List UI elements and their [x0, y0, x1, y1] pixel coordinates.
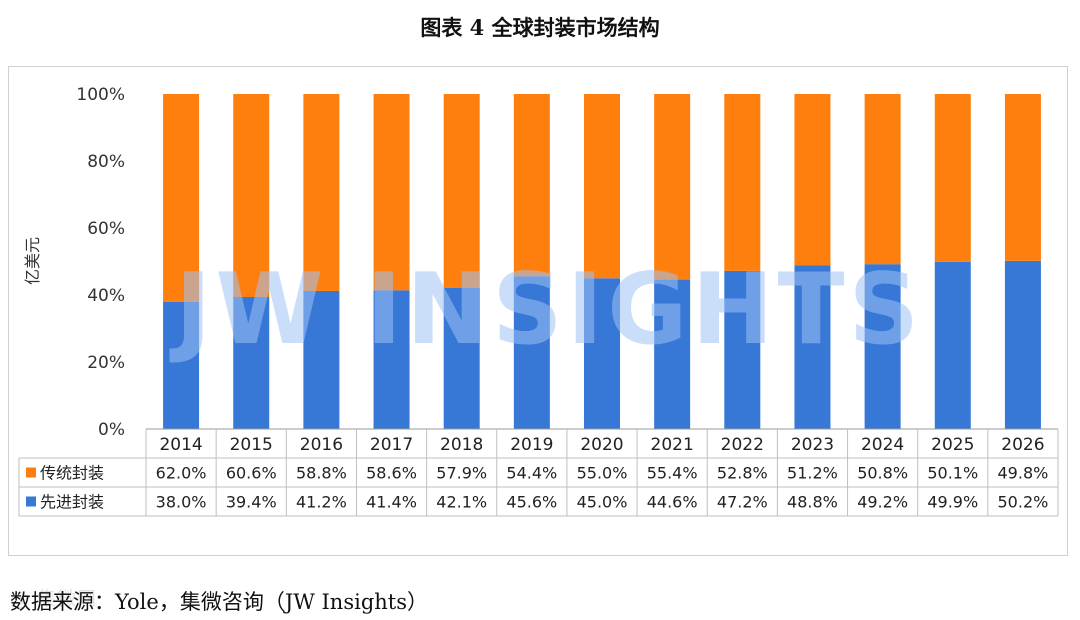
- legend-swatch: [26, 467, 36, 478]
- data-label: 60.6%: [226, 464, 277, 483]
- x-tick-label: 2018: [440, 435, 483, 455]
- bar-advanced-packaging: [934, 261, 971, 429]
- bar-advanced-packaging: [373, 290, 410, 429]
- bar-traditional-packaging: [724, 94, 761, 271]
- x-tick-label: 2017: [370, 435, 413, 455]
- data-label: 41.2%: [296, 493, 347, 512]
- bar-traditional-packaging: [864, 94, 901, 265]
- x-tick-label: 2021: [651, 435, 694, 455]
- data-label: 51.2%: [787, 464, 838, 483]
- bar-advanced-packaging: [584, 278, 620, 429]
- bar-advanced-packaging: [864, 264, 901, 429]
- bar-advanced-packaging: [724, 270, 761, 429]
- bar-traditional-packaging: [303, 94, 340, 291]
- y-axis-title: 亿美元: [23, 237, 42, 285]
- data-label: 50.8%: [857, 464, 908, 483]
- x-tick-label: 2015: [230, 435, 273, 455]
- bar-advanced-packaging: [303, 290, 340, 429]
- bar-traditional-packaging: [233, 94, 270, 298]
- data-label: 58.8%: [296, 464, 347, 483]
- bar-traditional-packaging: [443, 94, 480, 288]
- bar-traditional-packaging: [794, 94, 831, 266]
- bar-traditional-packaging: [513, 94, 550, 277]
- data-label: 50.1%: [927, 464, 978, 483]
- x-tick-label: 2014: [159, 435, 202, 455]
- bar-traditional-packaging: [654, 94, 691, 280]
- x-tick-label: 2022: [721, 435, 764, 455]
- y-tick-label: 80%: [87, 152, 125, 172]
- x-tick-label: 2020: [580, 435, 623, 455]
- data-label: 49.2%: [857, 493, 908, 512]
- x-tick-label: 2023: [791, 435, 834, 455]
- y-tick-label: 40%: [87, 286, 125, 306]
- data-label: 62.0%: [156, 464, 207, 483]
- x-tick-label: 2019: [510, 435, 553, 455]
- data-label: 42.1%: [436, 493, 487, 512]
- data-label: 45.6%: [506, 493, 557, 512]
- bar-traditional-packaging: [373, 94, 410, 291]
- legend-label: 先进封装: [40, 493, 104, 512]
- legend-swatch: [26, 496, 36, 507]
- data-label: 39.4%: [226, 493, 277, 512]
- data-label: 38.0%: [156, 493, 207, 512]
- y-tick-label: 0%: [98, 420, 125, 440]
- watermark-text: JW INSIGHTS: [169, 253, 923, 367]
- data-label: 44.6%: [647, 493, 698, 512]
- bar-advanced-packaging: [443, 287, 480, 429]
- bar-advanced-packaging: [513, 276, 550, 429]
- y-tick-label: 20%: [87, 353, 125, 373]
- data-label: 58.6%: [366, 464, 417, 483]
- data-label: 57.9%: [436, 464, 487, 483]
- bar-advanced-packaging: [163, 301, 200, 429]
- data-label: 52.8%: [717, 464, 768, 483]
- data-label: 55.0%: [577, 464, 628, 483]
- bar-traditional-packaging: [584, 94, 620, 279]
- data-label: 54.4%: [506, 464, 557, 483]
- y-tick-label: 100%: [76, 85, 125, 105]
- chart-frame: 0% 20% 40% 60% 80% 100% 亿美元 JW INSIGHTS 2014 2015…: [8, 66, 1068, 556]
- bar-traditional-packaging: [163, 94, 200, 302]
- bar-advanced-packaging: [654, 279, 691, 429]
- x-tick-label: 2016: [300, 435, 343, 455]
- chart-title: 图表 4 全球封装市场结构: [420, 15, 660, 40]
- bar-traditional-packaging: [934, 94, 971, 262]
- data-label: 48.8%: [787, 493, 838, 512]
- data-label: 55.4%: [647, 464, 698, 483]
- x-tick-label: 2025: [931, 435, 974, 455]
- data-label: 45.0%: [577, 493, 628, 512]
- data-label: 47.2%: [717, 493, 768, 512]
- data-source: 数据来源：Yole，集微咨询（JW Insights）: [10, 590, 428, 614]
- x-tick-label: 2026: [1001, 435, 1044, 455]
- bar-advanced-packaging: [233, 297, 270, 429]
- x-tick-label: 2024: [861, 435, 904, 455]
- data-label: 49.8%: [998, 464, 1049, 483]
- bar-advanced-packaging: [794, 265, 831, 429]
- legend-label: 传统封装: [40, 464, 104, 483]
- y-tick-label: 60%: [87, 219, 125, 239]
- data-label: 49.9%: [927, 493, 978, 512]
- data-label: 41.4%: [366, 493, 417, 512]
- data-label: 50.2%: [998, 493, 1049, 512]
- bar-advanced-packaging: [1004, 260, 1041, 429]
- stacked-bar-chart: 0% 20% 40% 60% 80% 100% 亿美元 JW INSIGHTS 2014 2015…: [18, 85, 1059, 517]
- bar-traditional-packaging: [1004, 94, 1041, 261]
- source-stamp: @ 集微网: [10, 588, 98, 610]
